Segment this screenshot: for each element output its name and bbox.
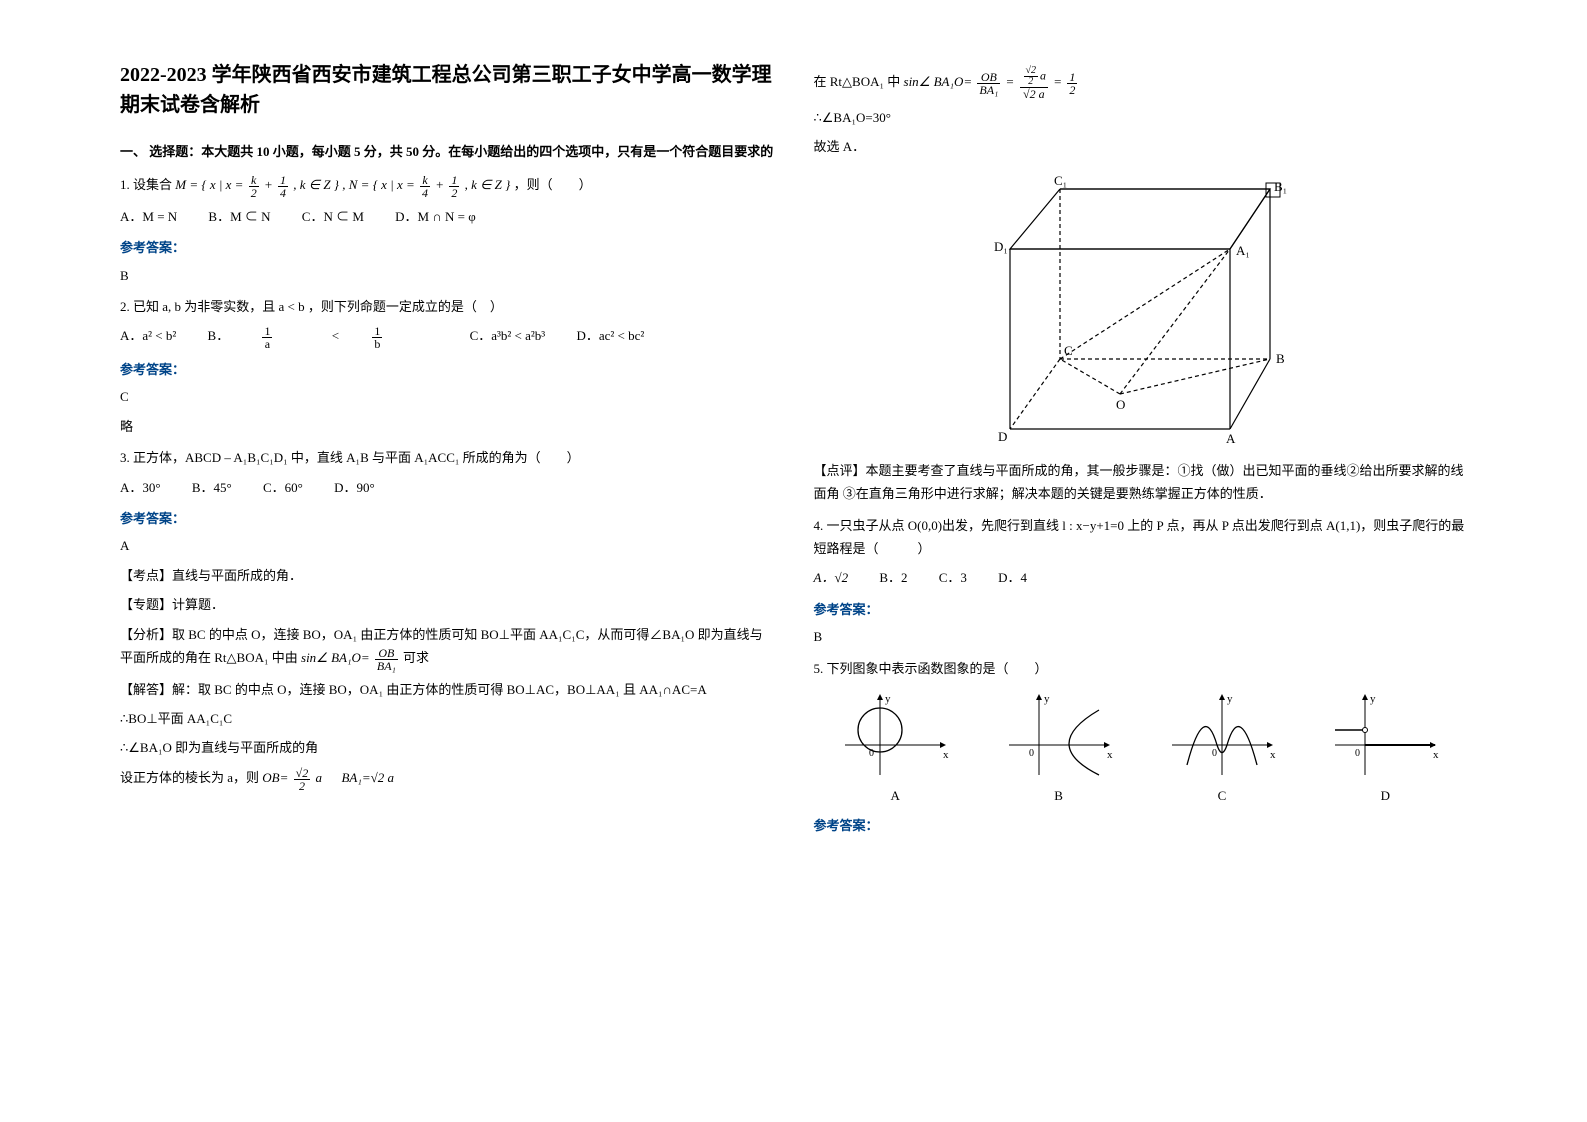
q1-stem: 1. 设集合 M = { x | x = k2 + 14 , k ∈ Z } ,… xyxy=(120,173,774,199)
svg-text:x: x xyxy=(1270,749,1276,761)
q1-prefix: 1. 设集合 xyxy=(120,177,175,192)
q2-stem: 2. 已知 a, b 为非零实数，且 a < b ，则下列命题一定成立的是（ ） xyxy=(120,295,774,318)
q5-graph-b: x y 0 B xyxy=(977,690,1140,804)
cube-label-b: B xyxy=(1276,351,1285,366)
q1-suffix: ，则（ ） xyxy=(514,177,592,192)
q5-stem: 5. 下列图象中表示函数图象的是（ ） xyxy=(814,657,1468,680)
q4-opt-c: C．3 xyxy=(939,566,967,589)
svg-text:x: x xyxy=(943,749,949,761)
q2-options: A．a² < b² B． 1a < 1b C．a³b² < a²b³ D．ac²… xyxy=(120,324,774,350)
q3-opt-b: B．45° xyxy=(192,476,232,499)
q5-graph-c: x y 0 C xyxy=(1140,690,1303,804)
q3-jieda3: ∴∠BA₁O 即为直线与平面所成的角 xyxy=(120,736,774,759)
q3-jieda4: 设正方体的棱长为 a，则 OB= √22 a BA₁=√2 a xyxy=(120,766,774,792)
q3-opt-a: A．30° xyxy=(120,476,161,499)
svg-text:y: y xyxy=(885,693,891,705)
q1-set-m: M = { x | x = k2 + 14 , k ∈ Z } , N = { … xyxy=(175,177,513,192)
q3-answer-label: 参考答案： xyxy=(120,507,774,530)
cube-label-c1: C₁ xyxy=(1054,173,1067,188)
question-1: 1. 设集合 M = { x | x = k2 + 14 , k ∈ Z } ,… xyxy=(120,173,774,287)
question-3: 3. 正方体，ABCD – A₁B₁C₁D₁ 中，直线 A₁B 与平面 A₁AC… xyxy=(120,446,774,791)
cube-label-b1: B₁ xyxy=(1274,179,1287,194)
cube-label-c: C xyxy=(1064,343,1073,358)
cube-label-a1: A₁ xyxy=(1236,243,1250,258)
q1-answer: B xyxy=(120,264,774,287)
q3-guxuan: 故选 A． xyxy=(814,135,1468,158)
q5-label-a: A xyxy=(814,788,977,804)
question-5: 5. 下列图象中表示函数图象的是（ ） x y 0 xyxy=(814,657,1468,838)
svg-text:y: y xyxy=(1227,693,1233,705)
svg-text:0: 0 xyxy=(1355,748,1360,759)
q4-stem: 4. 一只虫子从点 O(0,0)出发，先爬行到直线 l : x−y+1=0 上的… xyxy=(814,514,1468,561)
q3-stem: 3. 正方体，ABCD – A₁B₁C₁D₁ 中，直线 A₁B 与平面 A₁AC… xyxy=(120,446,774,469)
q2-answer: C xyxy=(120,385,774,408)
q3-therefore: ∴∠BA₁O=30° xyxy=(814,106,1468,129)
page-title: 2022-2023 学年陕西省西安市建筑工程总公司第三职工子女中学高一数学理期末… xyxy=(120,60,774,120)
q1-opt-d: D．M ∩ N = φ xyxy=(395,205,476,228)
svg-text:y: y xyxy=(1044,693,1050,705)
q5-answer-label: 参考答案： xyxy=(814,814,1468,837)
svg-text:0: 0 xyxy=(869,748,874,759)
q4-opt-a: A．√2 xyxy=(814,566,849,589)
q2-opt-c: C．a³b² < a²b³ xyxy=(470,324,546,347)
q5-label-d: D xyxy=(1304,788,1467,804)
q2-opt-d: D．ac² < bc² xyxy=(576,324,644,347)
q1-opt-a: A．M = N xyxy=(120,205,177,228)
section-header: 一、 选择题：本大题共 10 小题，每小题 5 分，共 50 分。在每小题给出的… xyxy=(120,140,774,163)
q3-rt: 在 Rt△BOA₁ 中 sin∠ BA₁O= OBBA₁ = √22a √2 a… xyxy=(814,66,1468,100)
q1-opt-b: B．M ⊂ N xyxy=(208,205,270,228)
q1-options: A．M = N B．M ⊂ N C．N ⊂ M D．M ∩ N = φ xyxy=(120,205,774,228)
q4-options: A．√2 B．2 C．3 D．4 xyxy=(814,566,1468,589)
q4-answer: B xyxy=(814,625,1468,648)
svg-text:y: y xyxy=(1370,693,1376,705)
question-2: 2. 已知 a, b 为非零实数，且 a < b ，则下列命题一定成立的是（ ）… xyxy=(120,295,774,438)
cube-diagram: C₁ B₁ D₁ A₁ C B D A O xyxy=(970,169,1310,449)
svg-text:x: x xyxy=(1107,749,1113,761)
question-4: 4. 一只虫子从点 O(0,0)出发，先爬行到直线 l : x−y+1=0 上的… xyxy=(814,514,1468,649)
q5-label-c: C xyxy=(1140,788,1303,804)
cube-label-d: D xyxy=(998,429,1007,444)
q1-opt-c: C．N ⊂ M xyxy=(302,205,364,228)
q5-graphs: x y 0 A x y 0 B xyxy=(814,690,1468,804)
q3-dianping: 【点评】本题主要考查了直线与平面所成的角，其一般步骤是：①找（做）出已知平面的垂… xyxy=(814,459,1468,506)
svg-text:0: 0 xyxy=(1029,748,1034,759)
q3-answer: A xyxy=(120,534,774,557)
q4-opt-d: D．4 xyxy=(998,566,1027,589)
cube-label-a: A xyxy=(1226,431,1236,446)
q3-fenxi: 【分析】取 BC 的中点 O，连接 BO，OA₁ 由正方体的性质可知 BO⊥平面… xyxy=(120,623,774,672)
q3-opt-c: C．60° xyxy=(263,476,303,499)
q2-略: 略 xyxy=(120,415,774,438)
q2-opt-a: A．a² < b² xyxy=(120,324,176,347)
q5-graph-d: x y 0 D xyxy=(1304,690,1467,804)
q3-kaodian: 【考点】直线与平面所成的角． xyxy=(120,564,774,587)
svg-text:0: 0 xyxy=(1212,748,1217,759)
q5-label-b: B xyxy=(977,788,1140,804)
q3-zhuanti: 【专题】计算题． xyxy=(120,593,774,616)
q5-graph-a: x y 0 A xyxy=(814,690,977,804)
q1-answer-label: 参考答案： xyxy=(120,236,774,259)
q2-answer-label: 参考答案： xyxy=(120,358,774,381)
q3-jieda2: ∴BO⊥平面 AA₁C₁C xyxy=(120,707,774,730)
q3-options: A．30° B．45° C．60° D．90° xyxy=(120,476,774,499)
cube-label-o: O xyxy=(1116,397,1125,412)
q3-opt-d: D．90° xyxy=(334,476,375,499)
cube-label-d1: D₁ xyxy=(994,239,1008,254)
q3-jieda1: 【解答】解：取 BC 的中点 O，连接 BO，OA₁ 由正方体的性质可得 BO⊥… xyxy=(120,678,774,701)
q2-opt-b: B． 1a < 1b xyxy=(208,324,439,350)
q4-opt-b: B．2 xyxy=(879,566,907,589)
svg-text:x: x xyxy=(1433,749,1439,761)
q4-answer-label: 参考答案： xyxy=(814,598,1468,621)
